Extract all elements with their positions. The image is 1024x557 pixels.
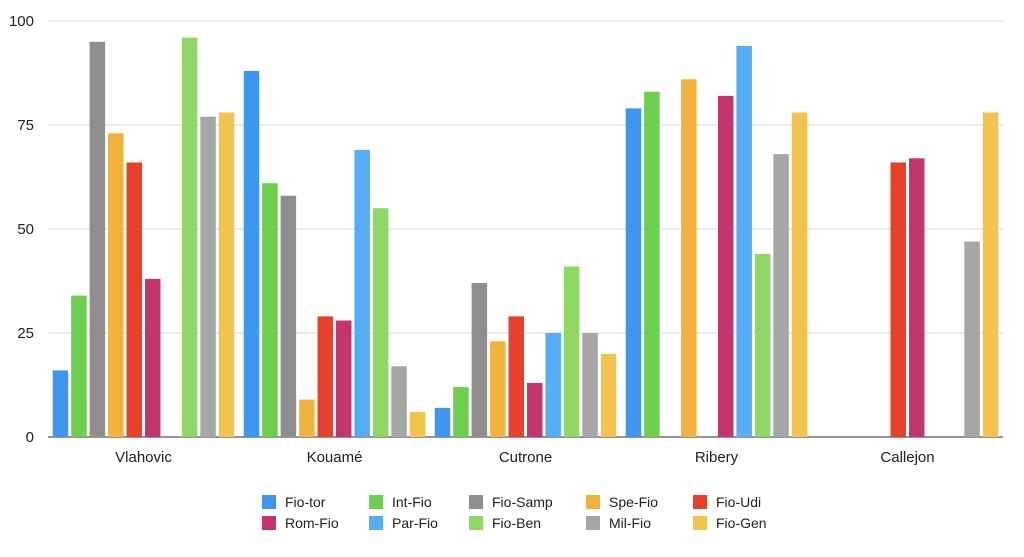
bar-fio-gen-0 [218, 112, 235, 438]
legend-swatch [586, 516, 600, 530]
bar-int-fio-3 [644, 91, 660, 437]
y-tick-label: 0 [26, 429, 34, 446]
bar-fio-tor-2 [434, 407, 451, 437]
bar-rom-fio-1 [335, 320, 352, 437]
bar-fio-gen-4 [982, 112, 999, 438]
legend-label: Spe-Fio [609, 494, 658, 510]
bar-mil-fio-2 [582, 333, 598, 437]
category-label: Vlahovic [115, 449, 172, 466]
bar-int-fio-2 [453, 387, 469, 437]
bars [52, 37, 999, 438]
bar-rom-fio-2 [526, 382, 543, 437]
legend-swatch [369, 516, 383, 530]
bar-fio-tor-1 [243, 70, 260, 438]
bar-spe-fio-2 [490, 341, 506, 437]
legend-label: Rom-Fio [285, 515, 339, 531]
legend-label: Fio-Udi [716, 494, 761, 510]
bar-par-fio-2 [545, 333, 561, 437]
y-tick-label: 75 [17, 117, 34, 134]
legend-swatch [369, 495, 383, 509]
bar-par-fio-1 [354, 149, 370, 437]
x-axis-categories: Vlahovic Kouamé Cutrone Ribery Callejon [115, 449, 934, 466]
bar-mil-fio-0 [200, 116, 216, 438]
bar-fio-ben-2 [563, 266, 580, 437]
legend-label: Int-Fio [392, 494, 432, 510]
category-label: Callejon [880, 449, 934, 466]
bar-mil-fio-1 [391, 366, 407, 437]
category-label: Ribery [695, 449, 739, 466]
y-tick-label: 100 [9, 13, 34, 30]
legend-swatch [693, 516, 707, 530]
bar-fio-udi-1 [317, 316, 334, 437]
category-label: Kouamé [307, 449, 363, 466]
legend-swatch [262, 495, 276, 509]
legend-swatch [586, 495, 600, 509]
bar-fio-samp-2 [471, 283, 488, 437]
y-tick-label: 50 [17, 221, 34, 238]
bar-par-fio-3 [736, 45, 752, 438]
bar-fio-udi-4 [890, 162, 907, 437]
legend-label: Fio-Ben [492, 515, 541, 531]
bar-int-fio-1 [262, 183, 278, 437]
bar-spe-fio-3 [681, 79, 697, 438]
bar-fio-samp-1 [280, 195, 297, 437]
legend-label: Fio-tor [285, 494, 326, 510]
bar-fio-tor-0 [52, 370, 69, 437]
legend-label: Fio-Samp [492, 494, 553, 510]
legend-swatch [262, 516, 276, 530]
bar-fio-ben-3 [754, 253, 771, 437]
bar-mil-fio-4 [964, 241, 980, 437]
bar-spe-fio-0 [108, 133, 124, 437]
y-axis-ticks: 0 25 50 75 100 [9, 13, 34, 446]
legend-swatch [469, 495, 483, 509]
bar-fio-ben-1 [372, 208, 389, 437]
legend-label: Fio-Gen [716, 515, 767, 531]
bar-fio-ben-0 [181, 37, 198, 437]
legend-label: Mil-Fio [609, 515, 651, 531]
bar-rom-fio-4 [908, 158, 925, 437]
category-label: Cutrone [499, 449, 552, 466]
bar-fio-gen-1 [409, 412, 426, 437]
bar-rom-fio-0 [144, 278, 161, 437]
legend-label: Par-Fio [392, 515, 438, 531]
bar-fio-samp-0 [89, 41, 106, 438]
legend-swatch [693, 495, 707, 509]
bar-fio-gen-2 [600, 353, 617, 437]
bar-fio-tor-3 [625, 108, 642, 438]
bar-rom-fio-3 [717, 95, 734, 437]
bar-mil-fio-3 [773, 154, 789, 437]
legend-swatch [469, 516, 483, 530]
bar-int-fio-0 [71, 295, 87, 437]
bar-fio-gen-3 [791, 112, 808, 438]
bar-fio-udi-2 [508, 316, 525, 437]
y-tick-label: 25 [17, 325, 34, 342]
bar-fio-udi-0 [126, 162, 143, 437]
bar-spe-fio-1 [299, 399, 315, 437]
legend: Fio-tor Int-Fio Fio-Samp Spe-Fio Fio-Udi Rom-… [262, 494, 767, 531]
